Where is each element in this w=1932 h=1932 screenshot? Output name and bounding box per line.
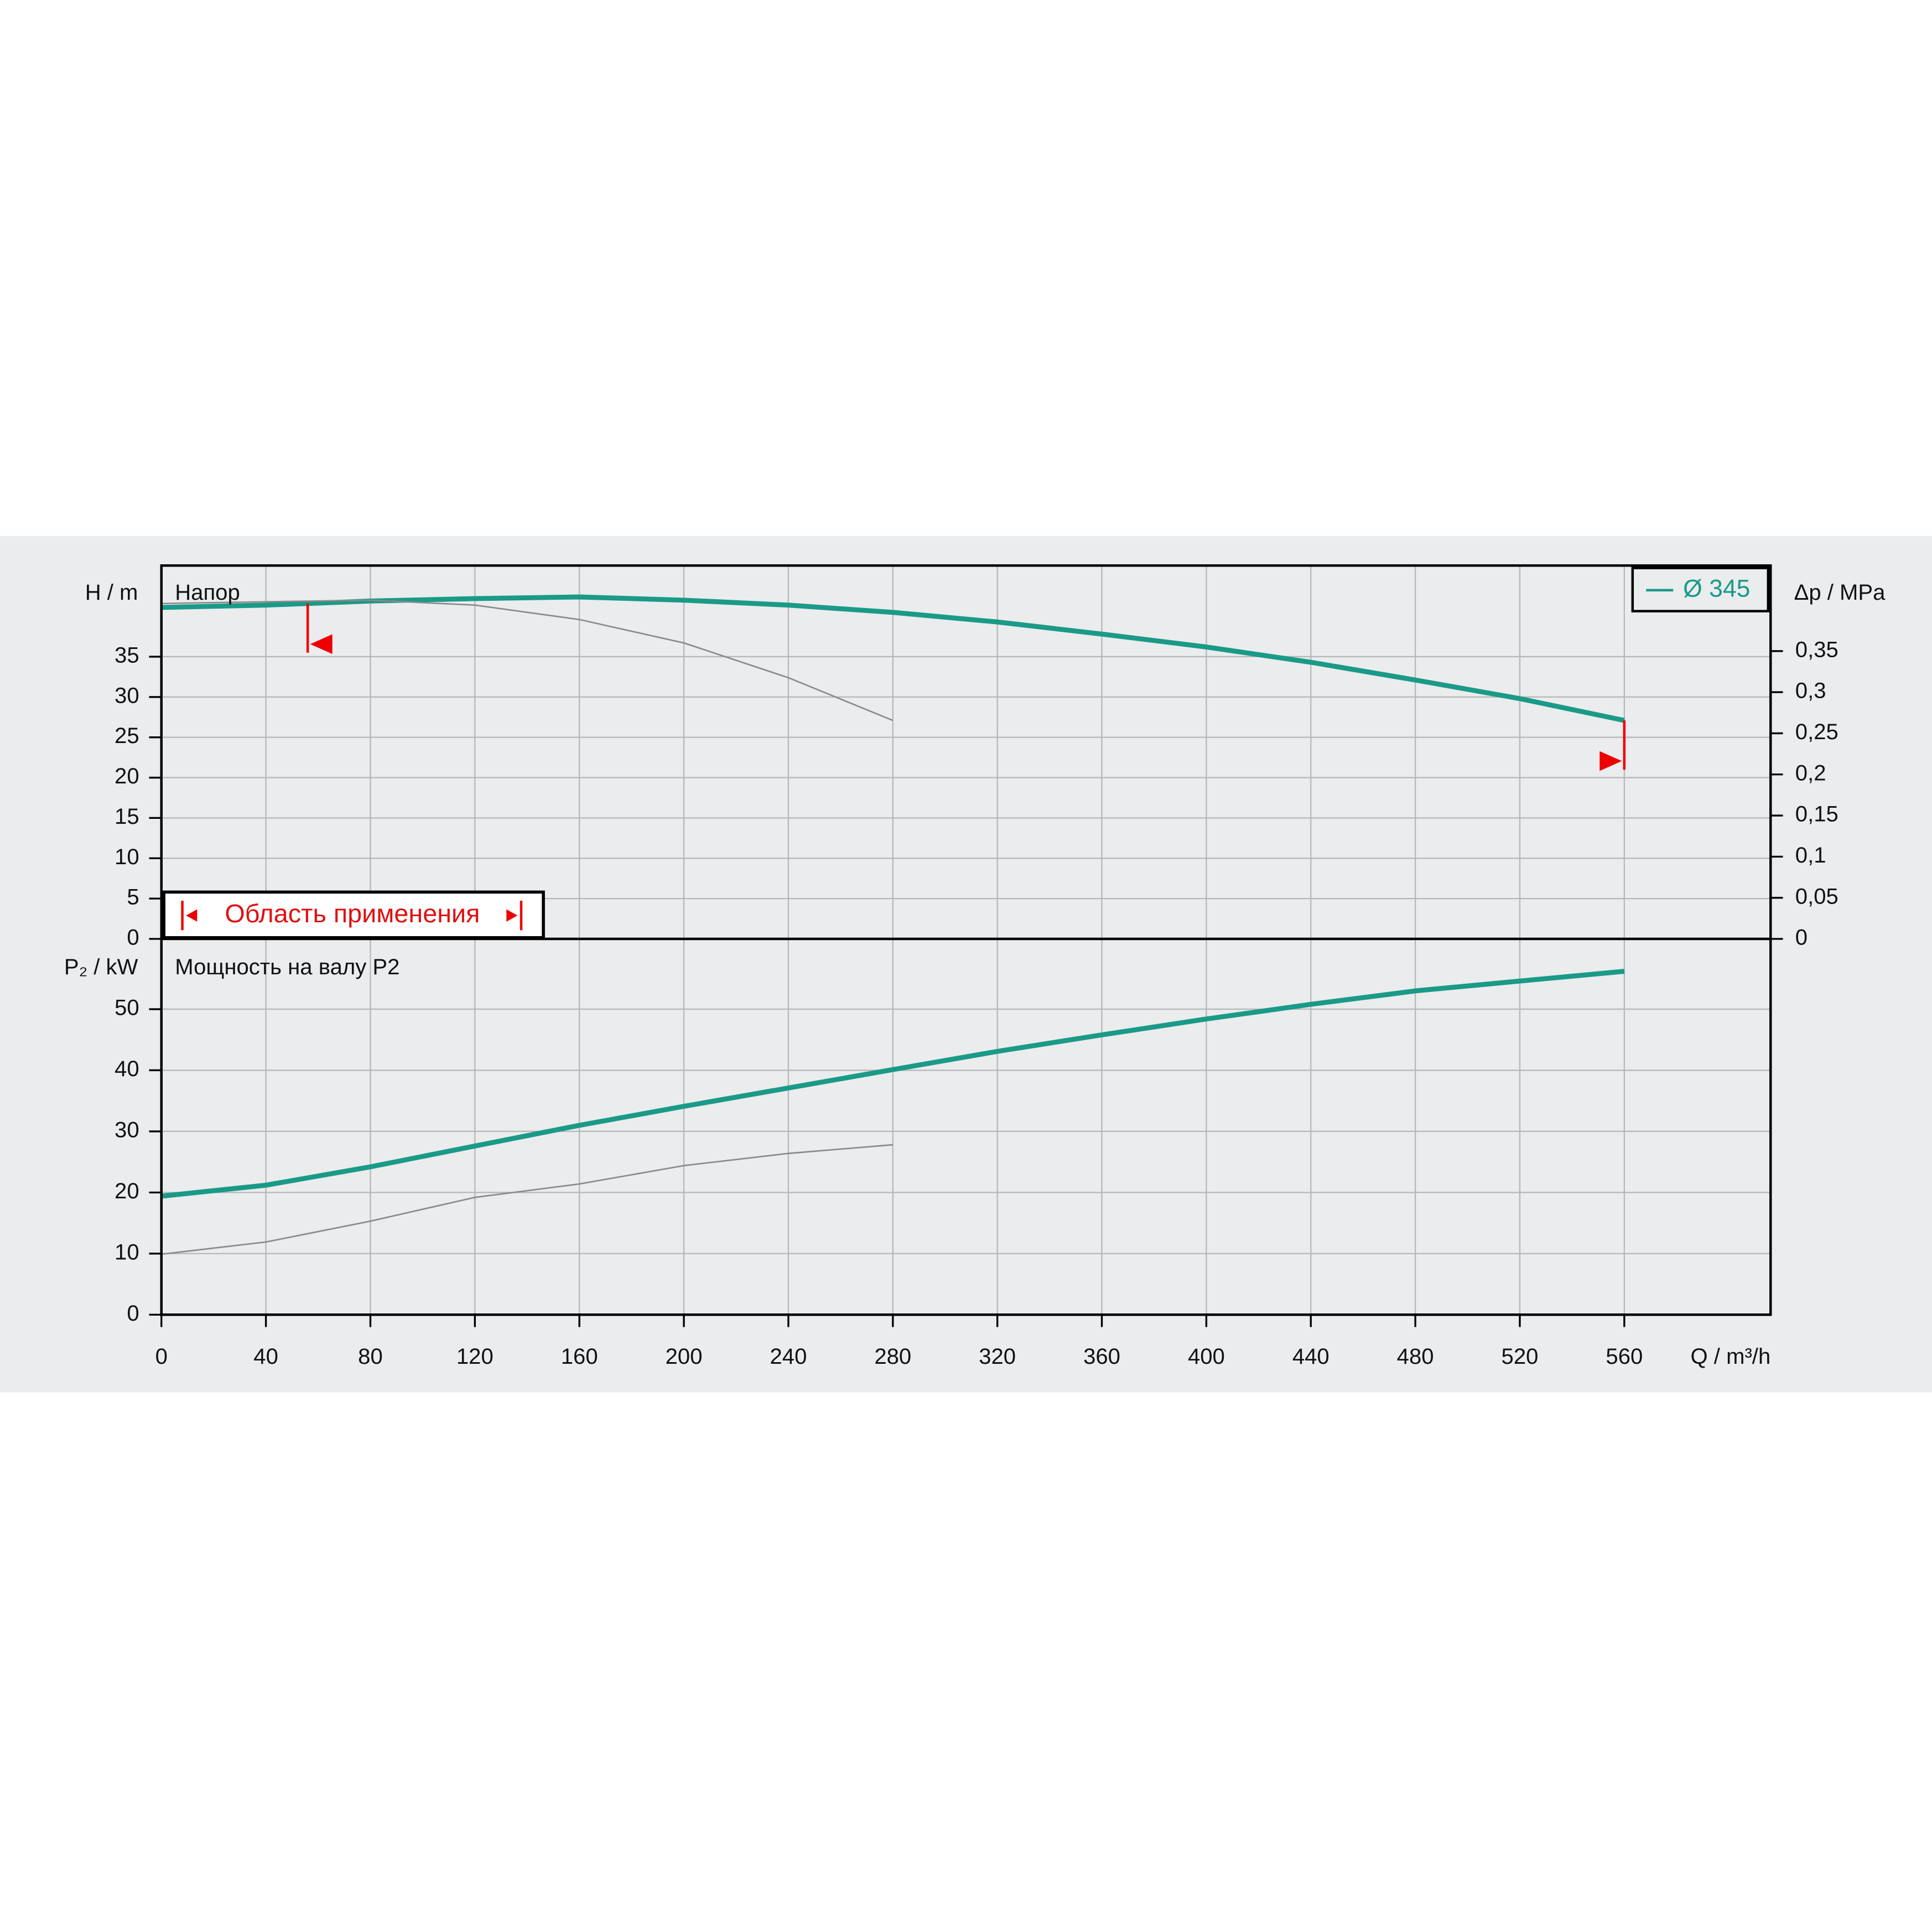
x-tick-label: 480: [1397, 1344, 1434, 1369]
x-tick-label: 240: [770, 1344, 807, 1369]
y-tick-label: 25: [115, 724, 139, 748]
y-tick-label: 0: [127, 926, 139, 950]
x-tick-label: 0: [155, 1344, 168, 1369]
y-tick-label: 50: [115, 996, 139, 1020]
x-tick-label: 560: [1606, 1344, 1643, 1369]
panel-title: Напор: [175, 580, 240, 605]
y-tick-label: 5: [127, 885, 139, 910]
x-tick-label: 360: [1083, 1344, 1120, 1369]
curve: [161, 599, 894, 721]
grid-layer: 0 5 10 15 20 25 30 35 0 0,05 0,1 0,15 0,2 0,25 0,3 0,35…: [115, 565, 1838, 1369]
y2-tick-label: 0: [1795, 926, 1808, 950]
y2-axis-label: Δp / MPa: [1794, 580, 1886, 605]
x-tick-label: 120: [456, 1344, 494, 1369]
y2-tick-label: 0,25: [1795, 720, 1838, 744]
application-area-box: Область применения: [162, 890, 545, 939]
range-arrow: [506, 909, 518, 922]
y-tick-label: 35: [115, 643, 139, 667]
curve: [161, 1144, 893, 1255]
range-arrow: [186, 909, 198, 922]
x-axis-label: Q / m³/h: [1691, 1344, 1771, 1369]
y-tick-label: 10: [115, 845, 139, 869]
x-tick-label: 80: [358, 1344, 383, 1369]
y-axis-label: P₂ / kW: [64, 955, 138, 979]
background-band: [0, 536, 1932, 1393]
x-tick-label: 520: [1502, 1344, 1539, 1369]
y-tick-label: 0: [127, 1301, 139, 1326]
legend: Ø 345: [1631, 567, 1770, 612]
legend-label: Ø 345: [1683, 575, 1750, 603]
y2-tick-label: 0,2: [1795, 761, 1826, 785]
x-tick-label: 320: [979, 1344, 1016, 1369]
y-axis-label: H / m: [85, 580, 138, 605]
y-tick-label: 30: [115, 683, 139, 708]
y2-tick-label: 0,3: [1795, 679, 1826, 703]
panel-title: Мощность на валу P2: [175, 955, 399, 979]
y-tick-label: 20: [115, 1179, 139, 1203]
curve: [161, 969, 1625, 1199]
y-tick-label: 30: [115, 1118, 139, 1142]
annotation-box: [162, 890, 545, 939]
y2-tick-label: 0,1: [1795, 843, 1826, 868]
annotation-text: Область применения: [225, 899, 480, 928]
range-marker-arrow: [1599, 751, 1622, 771]
y-tick-label: 15: [115, 804, 139, 829]
y-tick-label: 40: [115, 1057, 139, 1081]
y-tick-label: 20: [115, 764, 139, 788]
x-tick-label: 280: [874, 1344, 911, 1369]
x-tick-label: 200: [666, 1344, 703, 1369]
x-tick-label: 40: [253, 1344, 278, 1369]
data-layer: [161, 594, 1626, 1255]
y2-tick-label: 0,15: [1795, 802, 1838, 827]
curve: [161, 594, 1625, 723]
y-tick-label: 10: [115, 1240, 139, 1264]
y2-tick-label: 0,05: [1795, 884, 1838, 908]
x-tick-label: 440: [1292, 1344, 1329, 1369]
y2-tick-label: 0,35: [1795, 637, 1838, 662]
x-tick-label: 400: [1188, 1344, 1225, 1369]
range-marker-arrow: [310, 634, 333, 655]
x-tick-label: 160: [561, 1344, 598, 1369]
